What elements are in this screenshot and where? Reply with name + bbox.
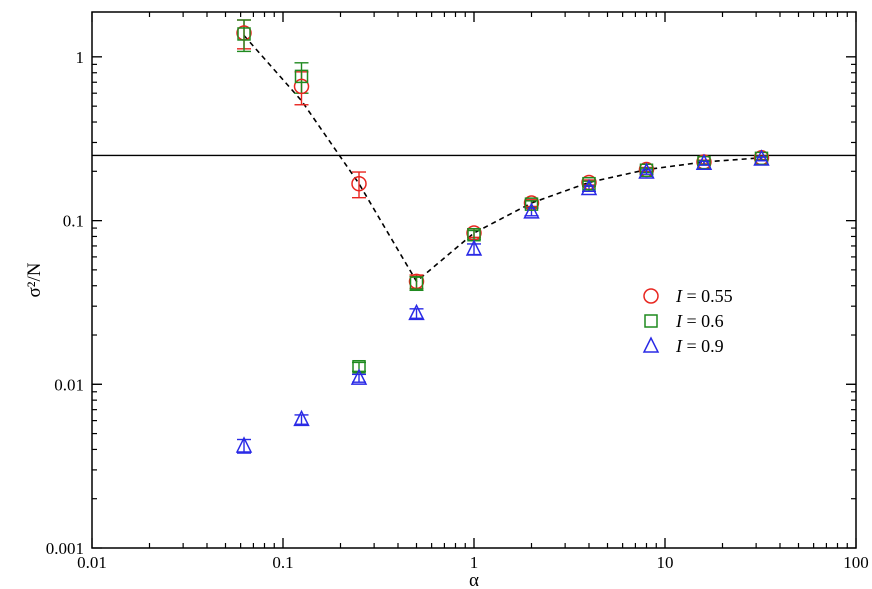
legend-label: I = 0.9	[675, 336, 724, 356]
dashed-curve-group	[243, 34, 762, 283]
data-point-triangle	[580, 178, 598, 196]
plot-area	[91, 11, 857, 549]
data-point-square	[409, 276, 424, 290]
y-axis-label: σ²/N	[24, 262, 45, 297]
error-bars	[237, 19, 769, 454]
x-tick-label: 0.01	[77, 553, 107, 572]
data-point-square	[524, 197, 539, 211]
data-markers	[235, 25, 770, 453]
data-point-triangle	[465, 239, 483, 256]
legend-marker-circle	[643, 288, 659, 304]
data-point-triangle	[695, 153, 713, 170]
data-point-triangle	[350, 368, 368, 385]
data-point-circle	[293, 78, 310, 95]
legend-label: I = 0.6	[675, 311, 724, 331]
data-point-square	[582, 176, 596, 191]
y-tick-label: 1	[76, 48, 85, 67]
data-point-square	[352, 359, 366, 374]
y-tick-labels: 0.001 0.01 0.1 1	[46, 48, 84, 558]
x-tick-labels: 0.01 0.1 1 10 100	[77, 553, 869, 572]
x-tick-label: 0.1	[272, 553, 293, 572]
legend: I = 0.55 I = 0.6 I = 0.9	[642, 286, 733, 356]
data-point-circle	[351, 175, 367, 192]
legend-label: I = 0.55	[675, 286, 733, 306]
y-tick-label: 0.001	[46, 539, 84, 558]
data-point-triangle	[293, 409, 310, 427]
data-point-square	[237, 27, 251, 41]
y-tick-label: 0.01	[54, 375, 84, 394]
data-point-triangle	[408, 303, 425, 321]
x-tick-label: 1	[470, 553, 479, 572]
axis-ticks	[91, 12, 857, 549]
data-point-triangle	[753, 149, 770, 166]
legend-marker-square	[644, 314, 658, 328]
plot-frame	[91, 11, 857, 549]
data-point-triangle	[638, 162, 655, 179]
legend-marker-triangle	[642, 336, 660, 353]
x-tick-label: 10	[657, 553, 674, 572]
dashed-curve	[243, 34, 762, 283]
data-point-square	[294, 69, 309, 84]
data-point-triangle	[523, 202, 540, 219]
data-point-triangle	[235, 436, 253, 453]
x-tick-label: 100	[843, 553, 869, 572]
x-axis-label: α	[469, 570, 479, 589]
y-tick-label: 0.1	[63, 212, 84, 231]
